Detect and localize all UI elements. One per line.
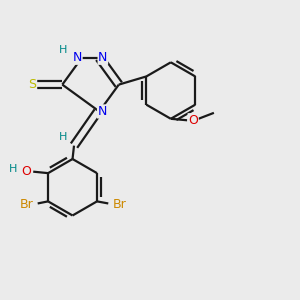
Text: N: N <box>98 51 107 64</box>
Text: Br: Br <box>113 198 126 212</box>
Text: N: N <box>98 105 107 118</box>
Text: H: H <box>9 164 17 174</box>
Text: Br: Br <box>20 198 33 212</box>
Text: O: O <box>188 114 198 127</box>
Text: N: N <box>73 51 82 64</box>
Text: S: S <box>28 78 37 91</box>
Text: H: H <box>58 132 67 142</box>
Text: H: H <box>59 45 68 55</box>
Text: O: O <box>21 165 31 178</box>
